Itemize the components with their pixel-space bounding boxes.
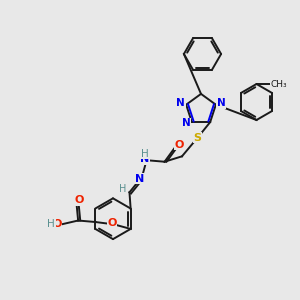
Text: O: O (52, 219, 62, 229)
Text: N: N (182, 118, 191, 128)
Text: H: H (47, 219, 55, 229)
Text: H: H (141, 148, 149, 159)
Text: CH₃: CH₃ (270, 80, 287, 88)
Text: O: O (107, 218, 117, 228)
Text: N: N (135, 173, 144, 184)
Text: H: H (119, 184, 126, 194)
Text: N: N (140, 154, 150, 164)
Text: S: S (194, 133, 202, 143)
Text: O: O (75, 195, 84, 206)
Text: N: N (217, 98, 226, 109)
Text: O: O (174, 140, 184, 150)
Text: N: N (176, 98, 185, 109)
